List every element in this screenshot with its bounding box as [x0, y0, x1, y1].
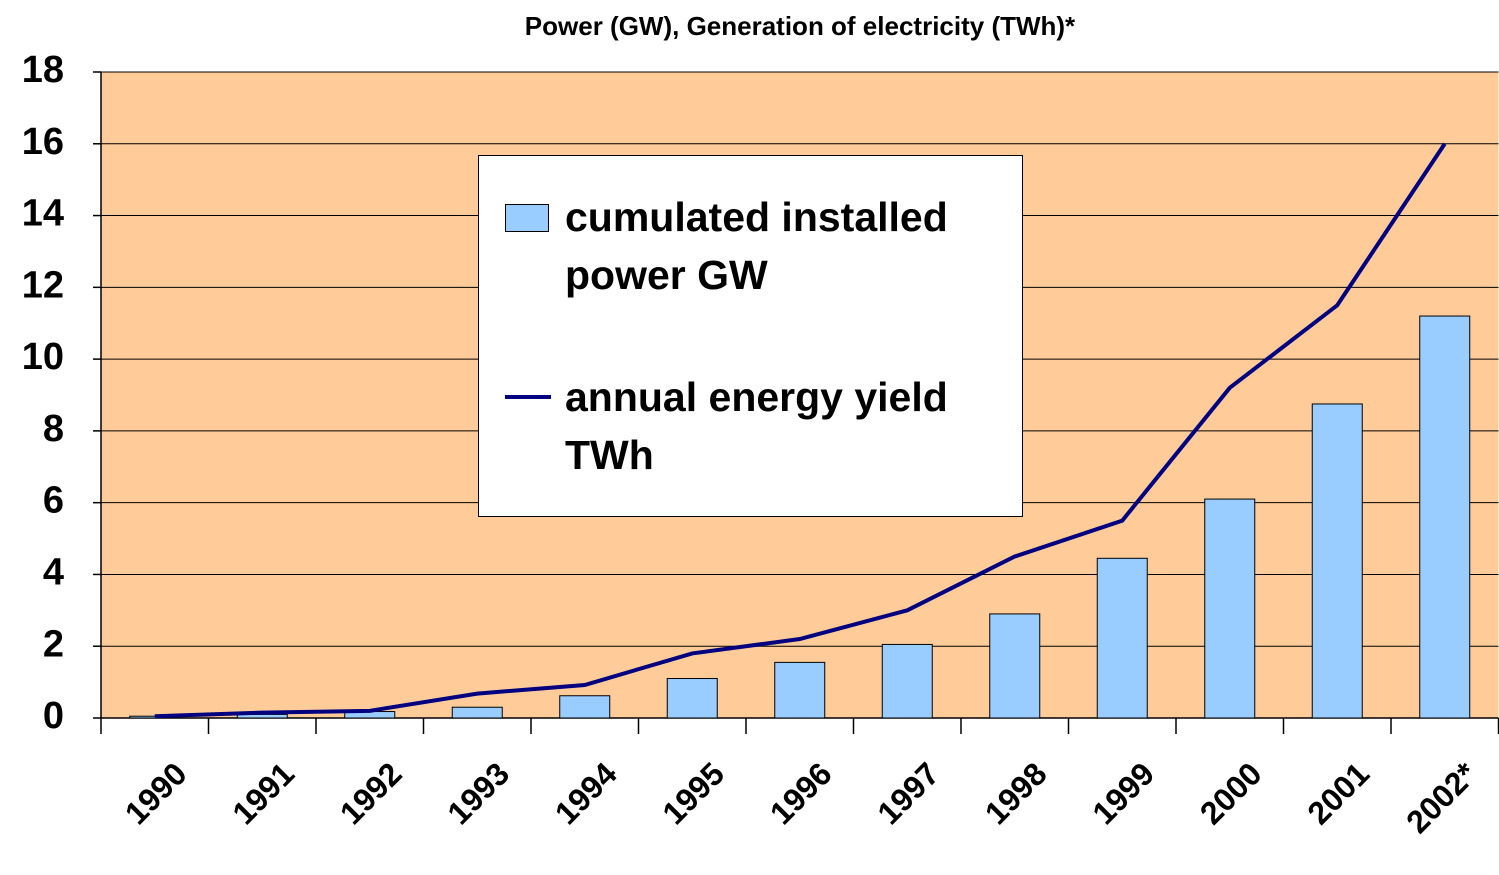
legend-label: annual energy yield TWh [565, 374, 948, 478]
x-tick-label: 2000 [1193, 755, 1269, 831]
y-tick-label: 16 [22, 121, 64, 163]
bar [881, 643, 933, 719]
legend-item: annual energy yield TWh [505, 368, 1005, 484]
legend-label: cumulated installed power GW [565, 194, 948, 298]
x-tick-label: 1993 [440, 755, 516, 831]
x-tick-label: 1992 [333, 755, 409, 831]
x-tick-label: 1999 [1085, 755, 1161, 831]
bar [1096, 557, 1148, 719]
bar [989, 613, 1041, 719]
y-tick-label: 10 [22, 336, 64, 378]
legend-item: cumulated installed power GW [505, 188, 1005, 304]
line [154, 142, 1447, 719]
x-tick-label: 1997 [870, 755, 946, 831]
bar [774, 661, 826, 719]
y-tick-label: 0 [43, 695, 64, 737]
y-tick-label: 2 [43, 623, 64, 665]
bar [1204, 498, 1256, 719]
x-tick-label: 1996 [763, 755, 839, 831]
legend-key [505, 395, 551, 399]
x-tick-label: 1990 [118, 755, 194, 831]
chart-title: Power (GW), Generation of electricity (T… [525, 11, 1076, 41]
y-tick-label: 8 [43, 408, 64, 450]
legend: cumulated installed power GW annual energ… [478, 155, 1023, 517]
y-tick-label: 18 [22, 49, 64, 91]
x-tick-label: 2001 [1300, 755, 1376, 831]
bar [451, 706, 503, 719]
y-tick-label: 4 [43, 551, 64, 593]
x-tick-label: 1991 [225, 755, 301, 831]
y-tick-label: 6 [43, 480, 64, 522]
x-tick-label: 1998 [978, 755, 1054, 831]
bar [559, 695, 611, 719]
x-tick-label: 2002* [1399, 755, 1484, 840]
y-tick-label: 14 [22, 193, 64, 235]
x-tick-label: 1994 [548, 755, 624, 831]
y-tick-label: 12 [22, 264, 64, 306]
x-tick-label: 1995 [655, 755, 731, 831]
bar [1311, 403, 1363, 719]
legend-key [505, 204, 549, 232]
bar [666, 678, 718, 719]
bar [1419, 315, 1471, 719]
